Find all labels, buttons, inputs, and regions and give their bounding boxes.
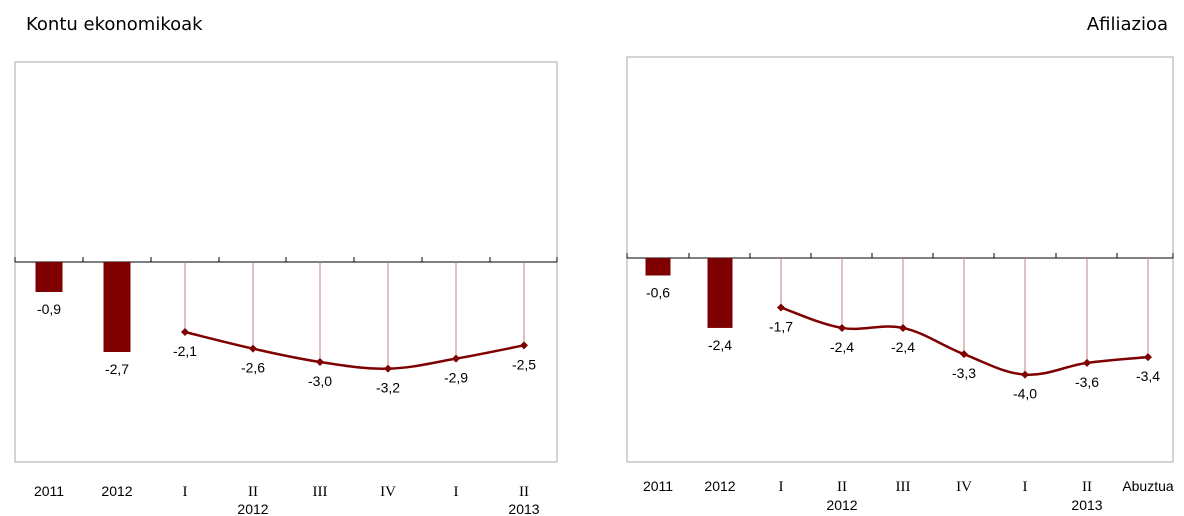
x-group-label: 2013	[1071, 497, 1102, 513]
data-label: -2,4	[830, 339, 854, 355]
line-point	[1021, 370, 1029, 379]
data-label: -2,5	[512, 356, 536, 372]
data-label: -3,6	[1075, 374, 1099, 390]
data-label: -1,7	[769, 319, 793, 335]
x-tick-label: III	[313, 484, 328, 500]
x-tick-label: III	[896, 479, 911, 495]
x-group-label: 2012	[826, 497, 857, 513]
bar	[35, 262, 63, 292]
line-point	[316, 358, 324, 366]
x-group-label: 2012	[237, 501, 268, 516]
x-group-label: 2013	[508, 501, 539, 516]
chart-1: -0,9 -2,7 -2,1 -2,6 -3,0 -3,2 -2,9 -2,5 2011 2012…	[14, 61, 558, 516]
line-point	[520, 341, 528, 350]
x-tick-label: II	[248, 484, 258, 500]
data-label: -2,4	[891, 339, 915, 355]
x-tick-label: Abuztua	[1122, 478, 1174, 494]
x-tick-label: II	[519, 484, 529, 500]
x-tick-label: II	[1082, 479, 1092, 495]
bar	[103, 262, 131, 352]
chart-title-left: Kontu ekonomikoak	[26, 14, 203, 35]
data-label: -3,0	[308, 373, 332, 389]
data-label: -4,0	[1013, 386, 1037, 402]
chart-title-right: Afiliazioa	[1086, 14, 1168, 35]
line-point	[249, 344, 257, 353]
bar	[645, 258, 671, 276]
x-tick-label: 2011	[643, 478, 673, 494]
chart-2: -0,6 -2,4 -1,7 -2,4 -2,4 -3,3 -4,0 -3,6 -3,4 2011…	[626, 56, 1174, 513]
data-label: -3,2	[376, 380, 400, 396]
line-series	[184, 330, 525, 370]
data-label: -2,9	[444, 370, 468, 386]
x-tick-label: I	[1023, 479, 1028, 495]
line-point	[1144, 353, 1152, 362]
line-point	[181, 328, 189, 336]
bar	[707, 258, 733, 328]
x-tick-label: I	[183, 484, 188, 500]
plot-frame	[626, 56, 1174, 463]
data-label: -2,6	[241, 360, 265, 376]
x-tick-label: I	[454, 484, 459, 500]
x-tick-label: II	[837, 479, 847, 495]
line-point	[838, 323, 846, 332]
x-tick-label: IV	[956, 479, 972, 495]
data-label: -3,4	[1136, 368, 1160, 384]
data-label: -2,7	[105, 361, 129, 377]
line-point	[960, 350, 968, 359]
data-label: -2,1	[173, 343, 197, 359]
data-label: -2,4	[708, 337, 732, 353]
x-tick-label: I	[779, 479, 784, 495]
data-label: -3,3	[952, 365, 976, 381]
line-point	[1083, 358, 1091, 367]
line-point	[452, 354, 460, 363]
line-point	[384, 364, 392, 373]
line-point	[899, 323, 907, 332]
x-tick-label: IV	[380, 484, 396, 500]
x-tick-label: 2012	[101, 483, 132, 499]
data-label: -0,6	[646, 284, 670, 300]
x-tick-label: 2011	[34, 483, 64, 499]
line-point	[777, 303, 785, 312]
data-label: -0,9	[37, 301, 61, 317]
x-tick-label: 2012	[704, 478, 735, 494]
